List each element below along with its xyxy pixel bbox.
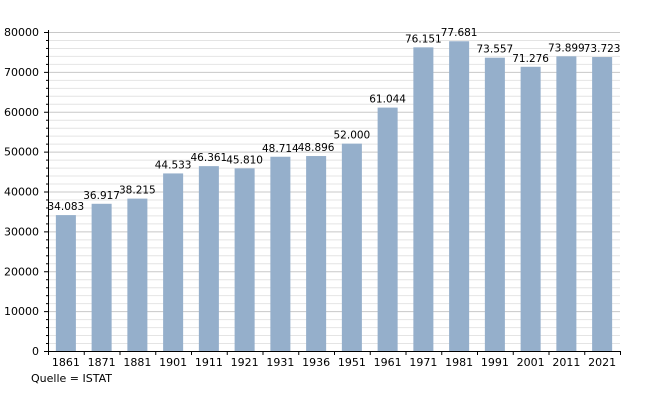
source-note: Quelle = ISTAT (31, 372, 112, 385)
x-tick-label: 1871 (88, 356, 116, 369)
y-tick-label: 70000 (4, 66, 39, 79)
x-tick-label: 2011 (552, 356, 580, 369)
data-label: 61.044 (369, 94, 406, 106)
bar (127, 198, 148, 351)
bar (55, 215, 76, 351)
bar (413, 47, 434, 351)
x-axis-ticks: 1861 1871 1881 1901 1911 1921 1931 1936 1951 1961… (48, 351, 621, 369)
bar (198, 166, 219, 351)
data-label: 48.714 (262, 143, 299, 155)
y-tick-label: 10000 (4, 305, 39, 318)
x-tick-label: 1911 (195, 356, 223, 369)
data-label: 76.151 (405, 33, 442, 45)
data-label: 34.083 (48, 201, 85, 213)
data-label: 73.899 (548, 42, 585, 54)
y-tick-label: 80000 (4, 26, 39, 39)
x-tick-label: 1861 (52, 356, 80, 369)
bar (91, 203, 112, 351)
x-tick-label: 1931 (266, 356, 294, 369)
data-label: 73.723 (584, 43, 621, 55)
data-label: 45.810 (226, 154, 263, 166)
data-label: 77.681 (441, 27, 478, 39)
bars (55, 41, 613, 352)
data-label: 52.000 (334, 130, 371, 142)
x-tick-label: 2021 (588, 356, 616, 369)
x-tick-label: 1951 (338, 356, 366, 369)
y-tick-label: 50000 (4, 146, 39, 159)
y-tick-label: 60000 (4, 106, 39, 119)
bar (377, 107, 398, 351)
bar (449, 41, 470, 352)
x-tick-label: 1936 (302, 356, 330, 369)
x-tick-label: 1901 (159, 356, 187, 369)
x-tick-label: 2001 (517, 356, 545, 369)
bar (234, 168, 255, 351)
x-tick-label: 1881 (123, 356, 151, 369)
y-tick-label: 30000 (4, 225, 39, 238)
bar (520, 66, 541, 351)
bar (163, 173, 184, 351)
bar (592, 57, 613, 351)
bar (556, 56, 577, 352)
data-label: 71.276 (512, 53, 549, 65)
y-tick-label: 0 (32, 345, 39, 358)
y-tick-label: 40000 (4, 186, 39, 199)
y-axis-ticks: 0 10000 20000 30000 40000 50000 60000 70000 8000… (4, 26, 48, 358)
x-tick-label: 1981 (445, 356, 473, 369)
x-tick-label: 1961 (374, 356, 402, 369)
bar (341, 143, 362, 351)
data-label: 73.557 (477, 44, 514, 56)
data-label: 36.917 (83, 190, 120, 202)
x-tick-label: 1921 (231, 356, 259, 369)
bar (484, 57, 505, 351)
bar (270, 156, 291, 351)
data-label: 44.533 (155, 159, 192, 171)
bar (306, 156, 327, 351)
x-tick-label: 1991 (481, 356, 509, 369)
data-label: 38.215 (119, 185, 156, 197)
data-label: 48.896 (298, 142, 335, 154)
x-tick-label: 1971 (409, 356, 437, 369)
y-tick-label: 20000 (4, 265, 39, 278)
data-label: 46.361 (191, 152, 228, 164)
